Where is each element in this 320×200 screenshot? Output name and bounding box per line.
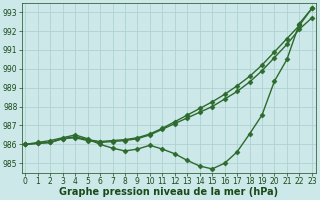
- X-axis label: Graphe pression niveau de la mer (hPa): Graphe pression niveau de la mer (hPa): [59, 187, 278, 197]
